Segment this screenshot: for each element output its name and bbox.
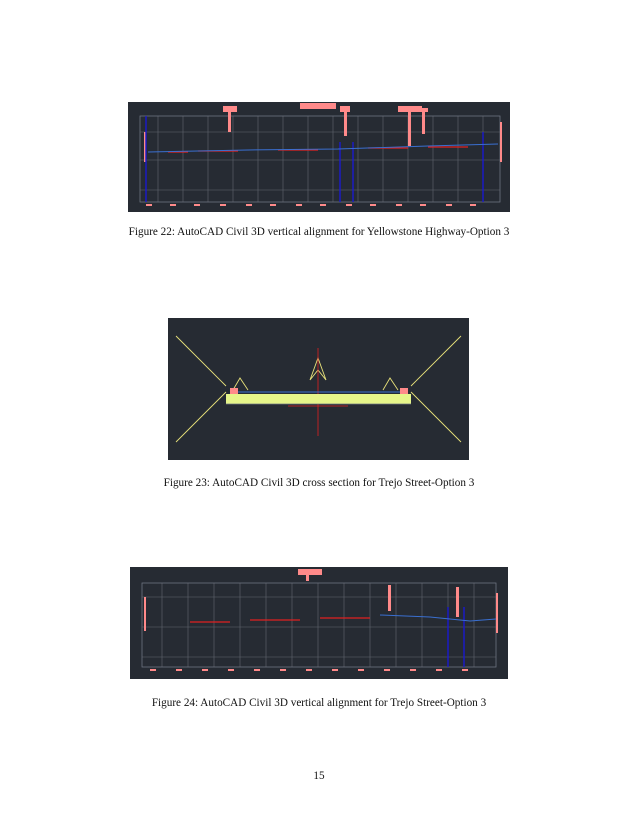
page-number: 15: [313, 770, 325, 782]
station-labels: [150, 669, 468, 671]
figure-24-image: [130, 567, 508, 679]
figure-22-image: [128, 102, 510, 212]
profile-annotations: [144, 569, 498, 633]
daylight-guides: [175, 335, 462, 443]
profile-annotations: [144, 103, 502, 162]
figure-22-caption: Figure 22: AutoCAD Civil 3D vertical ali…: [128, 226, 510, 238]
profile-grid: [142, 583, 496, 667]
vertical-alignment: [190, 607, 497, 667]
vertical-alignment: [145, 116, 499, 202]
figure-23-caption: Figure 23: AutoCAD Civil 3D cross sectio…: [163, 477, 475, 489]
yellowstone-profile-drawing: [128, 102, 510, 212]
trejo-profile-drawing: [130, 567, 508, 679]
profile-grid: [140, 116, 500, 202]
figure-23-image: [168, 318, 469, 460]
figure-24-caption: Figure 24: AutoCAD Civil 3D vertical ali…: [151, 697, 487, 709]
trejo-cross-section-drawing: [168, 318, 469, 460]
roadway-section: [226, 388, 411, 405]
station-labels: [146, 204, 476, 206]
